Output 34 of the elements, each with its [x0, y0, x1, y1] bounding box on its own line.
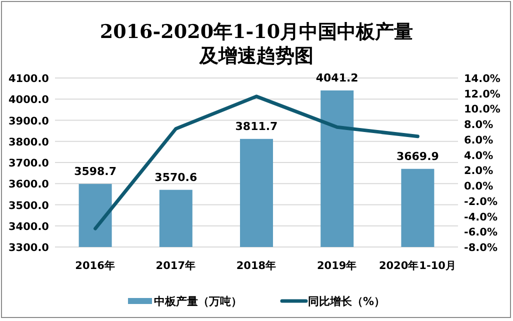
- y2-tick-label: -2.0%: [464, 196, 498, 208]
- y2-tick-label: 0.0%: [464, 180, 494, 193]
- y2-tick-label: -4.0%: [464, 211, 498, 224]
- data-label: 4041.2: [316, 71, 358, 84]
- x-tick-label: 2017年: [156, 259, 196, 272]
- legend-label: 中板产量（万吨）: [154, 295, 242, 308]
- x-tick-label: 2016年: [75, 259, 116, 272]
- legend-label: 同比增长（%）: [308, 295, 386, 308]
- y2-tick-label: 2.0%: [464, 165, 494, 178]
- y-tick-label: 3800.0: [8, 136, 49, 148]
- y-tick-label: 4100.0: [8, 73, 49, 85]
- y2-tick-label: 4.0%: [464, 150, 494, 162]
- y2-tick-label: 12.0%: [464, 88, 501, 100]
- x-tick-label: 2019年: [316, 259, 358, 272]
- y2-tick-label: 10.0%: [464, 104, 501, 116]
- y2-tick-label: 6.0%: [464, 134, 494, 146]
- title: 2016-2020年1-10月中国中板产量及增速趋势图: [100, 21, 414, 67]
- y-tick-label: 3500.0: [8, 200, 49, 212]
- x-tick-label: 2020年1-10月: [378, 259, 456, 272]
- x-tick-label: 2018年: [236, 259, 277, 272]
- y2-tick-label: 14.0%: [464, 73, 501, 85]
- y-tick-label: 3400.0: [8, 220, 49, 233]
- y2-tick-label: -6.0%: [464, 226, 498, 239]
- data-label: 3811.7: [235, 120, 278, 133]
- y-tick-label: 3900.0: [8, 115, 49, 128]
- data-label: 3598.7: [74, 164, 117, 178]
- y-tick-label: 3700.0: [8, 158, 49, 170]
- y2-tick-label: 8.0%: [464, 119, 494, 132]
- data-label: 3570.6: [154, 170, 198, 184]
- y2-tick-label: -8.0%: [464, 242, 498, 254]
- data-label: 3669.9: [396, 150, 439, 163]
- y-tick-label: 3300.0: [8, 242, 49, 254]
- y-tick-label: 4000.0: [8, 94, 49, 106]
- y-tick-label: 3600.0: [8, 178, 49, 191]
